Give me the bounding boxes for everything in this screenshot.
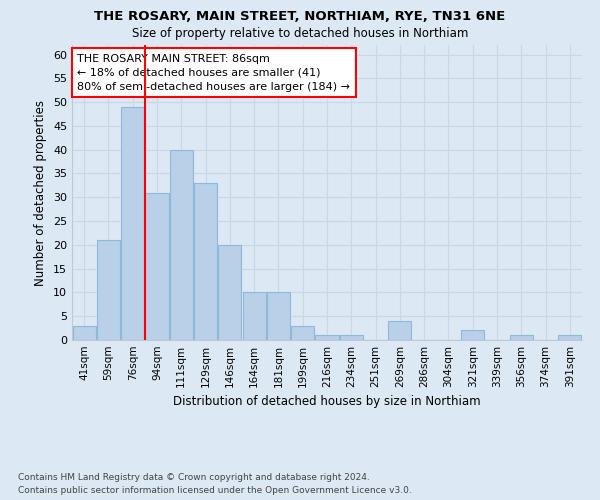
- Bar: [97, 240, 120, 340]
- Bar: [194, 183, 217, 340]
- Text: Contains public sector information licensed under the Open Government Licence v3: Contains public sector information licen…: [18, 486, 412, 495]
- Text: THE ROSARY, MAIN STREET, NORTHIAM, RYE, TN31 6NE: THE ROSARY, MAIN STREET, NORTHIAM, RYE, …: [94, 10, 506, 23]
- Bar: [73, 326, 95, 340]
- Bar: [170, 150, 193, 340]
- Bar: [121, 107, 144, 340]
- Bar: [340, 335, 363, 340]
- Bar: [291, 326, 314, 340]
- X-axis label: Distribution of detached houses by size in Northiam: Distribution of detached houses by size …: [173, 396, 481, 408]
- Text: Size of property relative to detached houses in Northiam: Size of property relative to detached ho…: [132, 28, 468, 40]
- Bar: [559, 335, 581, 340]
- Bar: [388, 321, 412, 340]
- Bar: [510, 335, 533, 340]
- Bar: [145, 192, 169, 340]
- Bar: [461, 330, 484, 340]
- Text: THE ROSARY MAIN STREET: 86sqm
← 18% of detached houses are smaller (41)
80% of s: THE ROSARY MAIN STREET: 86sqm ← 18% of d…: [77, 54, 350, 92]
- Text: Contains HM Land Registry data © Crown copyright and database right 2024.: Contains HM Land Registry data © Crown c…: [18, 474, 370, 482]
- Bar: [218, 245, 241, 340]
- Y-axis label: Number of detached properties: Number of detached properties: [34, 100, 47, 286]
- Bar: [242, 292, 266, 340]
- Bar: [267, 292, 290, 340]
- Bar: [316, 335, 338, 340]
